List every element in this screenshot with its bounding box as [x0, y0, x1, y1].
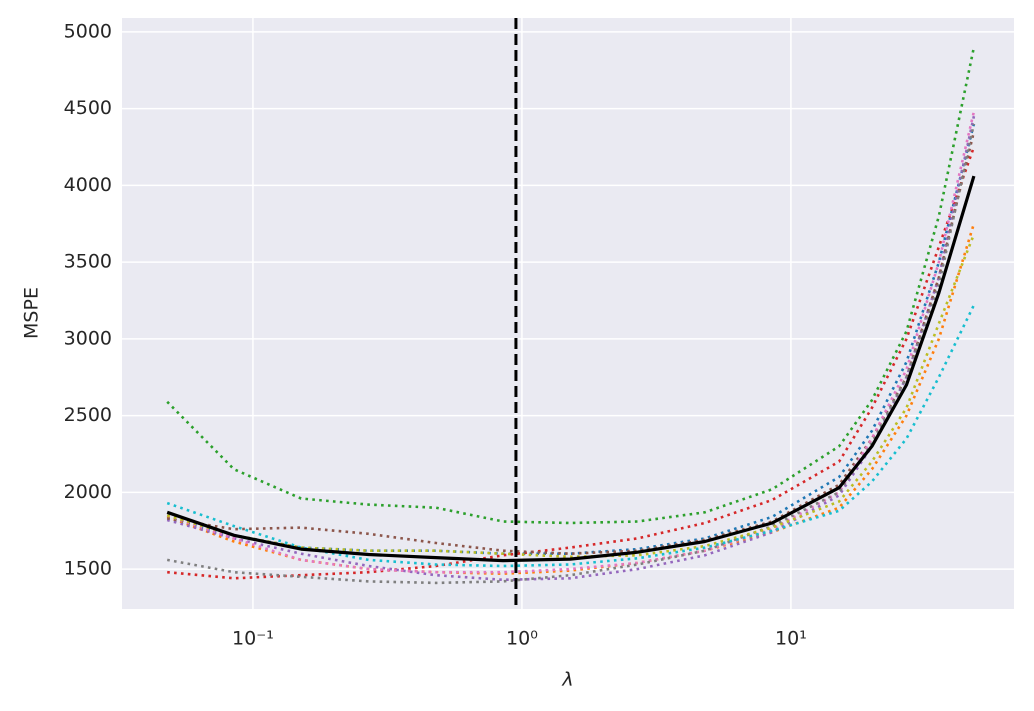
fold-line [166, 233, 976, 559]
fold-line [166, 304, 976, 568]
y-tick-label: 4500 [64, 97, 112, 119]
x-tick-label: 10¹ [775, 628, 807, 650]
plot-background [122, 18, 1014, 609]
fold-line [166, 115, 976, 582]
y-tick-label: 3000 [64, 327, 112, 349]
y-tick-label: 5000 [64, 20, 112, 42]
mean-line [166, 175, 976, 563]
x-axis-label: λ [561, 669, 573, 691]
y-tick-label: 2500 [64, 404, 112, 426]
y-axis-label: MSPE [21, 287, 43, 339]
x-tick-label: 10⁰ [506, 628, 538, 650]
y-tick-label: 3500 [64, 251, 112, 273]
x-tick-label: 10⁻¹ [232, 628, 274, 650]
y-tick-label: 2000 [64, 481, 112, 503]
y-tick-label: 1500 [64, 558, 112, 580]
fold-line [166, 111, 976, 574]
y-tick-label: 4000 [64, 174, 112, 196]
